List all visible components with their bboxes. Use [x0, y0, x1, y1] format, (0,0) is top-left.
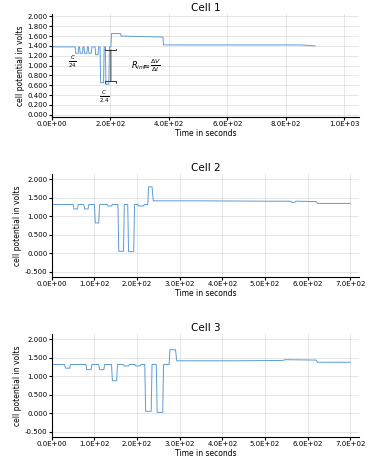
Text: $\approx$: $\approx$ [141, 61, 151, 70]
Y-axis label: cell potential in volts: cell potential in volts [13, 185, 22, 266]
Y-axis label: cell potential in volts: cell potential in volts [13, 345, 22, 426]
Text: $\frac{C}{2.4}$: $\frac{C}{2.4}$ [99, 89, 109, 105]
Text: $\frac{C}{24}$: $\frac{C}{24}$ [68, 53, 77, 70]
X-axis label: Time in seconds: Time in seconds [175, 289, 236, 298]
X-axis label: Time in seconds: Time in seconds [175, 449, 236, 458]
Y-axis label: cell potential in volts: cell potential in volts [16, 25, 25, 106]
Text: $\frac{\Delta V}{\Delta I}$: $\frac{\Delta V}{\Delta I}$ [150, 57, 161, 74]
Title: Cell 2: Cell 2 [191, 163, 220, 173]
X-axis label: Time in seconds: Time in seconds [175, 129, 236, 138]
Title: Cell 1: Cell 1 [191, 3, 220, 13]
Title: Cell 3: Cell 3 [191, 323, 220, 333]
Text: $R_{int}$: $R_{int}$ [131, 60, 147, 72]
